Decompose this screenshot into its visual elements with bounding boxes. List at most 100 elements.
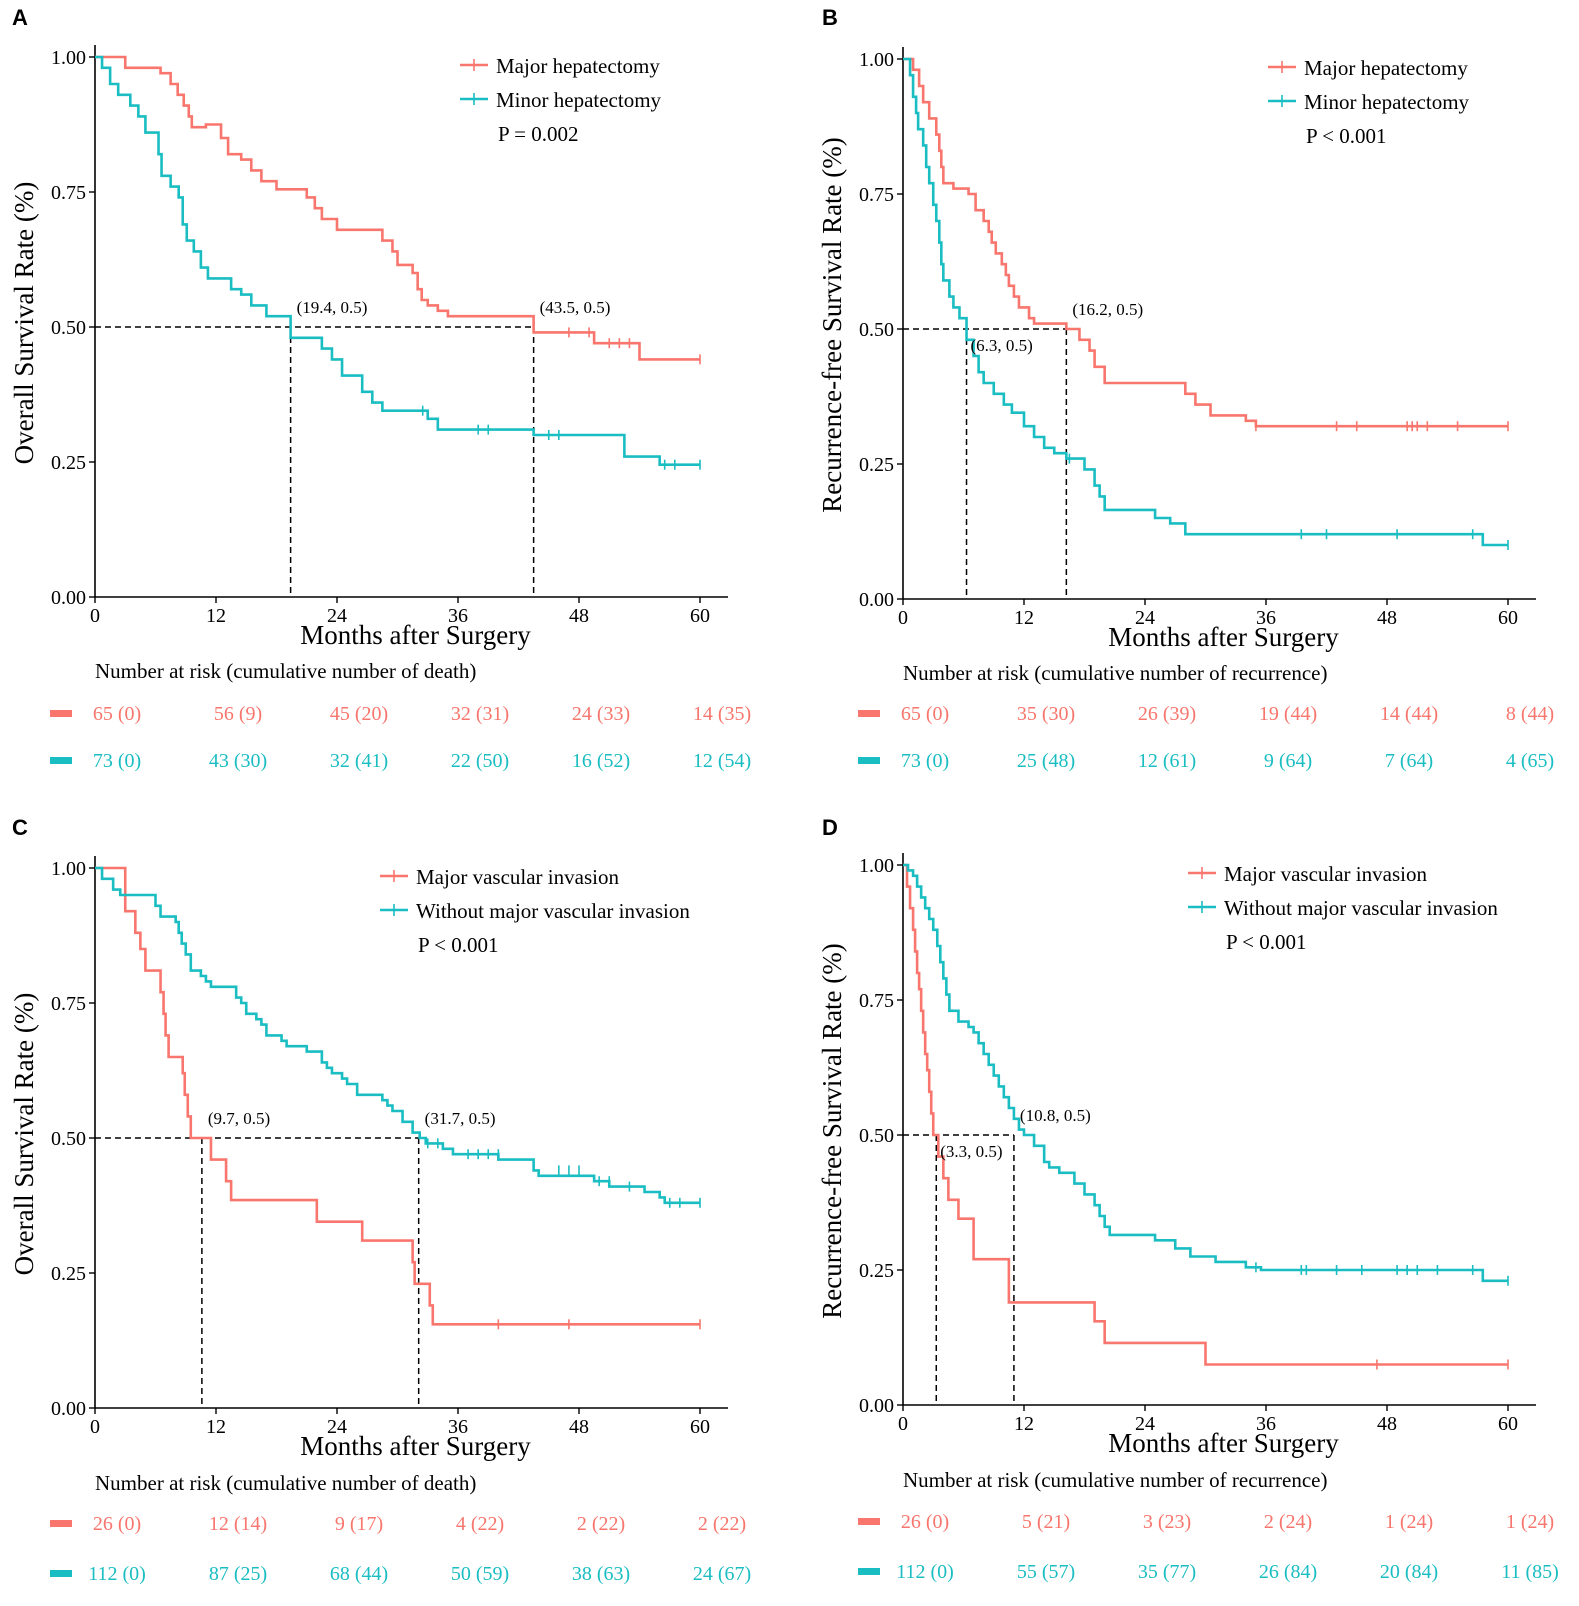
y-tick-label: 0.50 [859, 319, 894, 341]
survival-curve-1 [903, 863, 1508, 1366]
risk-value: 2 (22) [698, 1513, 746, 1535]
risk-value: 68 (44) [330, 1563, 388, 1585]
risk-value: 14 (35) [693, 703, 751, 725]
y-tick-label: 0.25 [859, 1260, 894, 1282]
risk-value: 32 (31) [451, 703, 509, 725]
risk-value: 26 (0) [901, 1511, 949, 1533]
risk-value: 26 (39) [1138, 703, 1196, 725]
panel-letter: A [12, 5, 28, 30]
risk-value: 73 (0) [93, 750, 141, 772]
x-tick-label: 0 [898, 1413, 908, 1435]
risk-value: 7 (64) [1385, 750, 1433, 772]
risk-value: 55 (57) [1017, 1561, 1075, 1583]
x-tick-label: 24 [1135, 1413, 1155, 1435]
panel-a: A 0.00 0.25 0.50 0.75 1.00 0 12 24 36 48 60 Months a… [9, 5, 751, 772]
risk-value: 35 (77) [1138, 1561, 1196, 1583]
risk-row-swatch [858, 710, 880, 717]
x-tick-label: 12 [1014, 607, 1034, 629]
y-tick-label: 0.75 [859, 184, 894, 206]
y-tick-label: 0.50 [51, 317, 86, 339]
x-axis-label: Months after Surgery [1108, 1428, 1339, 1458]
y-tick-label: 0.00 [859, 1395, 894, 1417]
legend-label: Without major vascular invasion [416, 899, 690, 923]
risk-value: 38 (63) [572, 1563, 630, 1585]
risk-value: 14 (44) [1380, 703, 1438, 725]
survival-curve-1 [903, 57, 1508, 428]
risk-table-title: Number at risk (cumulative number of dea… [95, 1471, 476, 1495]
x-tick-label: 48 [1377, 1413, 1397, 1435]
risk-value: 19 (44) [1259, 703, 1317, 725]
x-tick-label: 36 [1256, 607, 1276, 629]
risk-value: 26 (84) [1259, 1561, 1317, 1583]
panel-b: B 0.00 0.25 0.50 0.75 1.00 0 12 24 36 48 60 Months a… [817, 5, 1554, 772]
x-tick-label: 0 [898, 607, 908, 629]
risk-value: 5 (21) [1022, 1511, 1070, 1533]
legend-label: Major hepatectomy [1304, 56, 1468, 80]
y-tick-label: 0.75 [51, 182, 86, 204]
legend-label: Major hepatectomy [496, 54, 660, 78]
x-axis-label: Months after Surgery [300, 620, 531, 650]
legend-label: Minor hepatectomy [1304, 90, 1470, 114]
panel-d: D 0.00 0.25 0.50 0.75 1.00 0 12 24 36 48 60 Months a… [817, 815, 1559, 1583]
risk-value: 8 (44) [1506, 703, 1554, 725]
risk-value: 56 (9) [214, 703, 262, 725]
risk-value: 9 (17) [335, 1513, 383, 1535]
legend-label: Minor hepatectomy [496, 88, 662, 112]
risk-value: 4 (22) [456, 1513, 504, 1535]
x-tick-label: 48 [569, 605, 589, 627]
risk-value: 112 (0) [896, 1561, 954, 1583]
y-axis-label: Recurrence-free Survival Rate (%) [817, 137, 847, 513]
survival-curve-1 [95, 55, 700, 361]
risk-value: 1 (24) [1506, 1511, 1554, 1533]
x-tick-label: 12 [1014, 1413, 1034, 1435]
risk-table-title: Number at risk (cumulative number of rec… [903, 661, 1327, 685]
survival-curve-2 [95, 55, 700, 466]
risk-row-swatch [50, 757, 72, 764]
panel-letter: D [822, 815, 838, 840]
x-tick-label: 60 [1498, 1413, 1518, 1435]
panel-c: C 0.00 0.25 0.50 0.75 1.00 0 12 24 36 48 60 Months a… [9, 815, 751, 1585]
risk-value: 12 (61) [1138, 750, 1196, 772]
risk-value: 24 (33) [572, 703, 630, 725]
risk-value: 26 (0) [93, 1513, 141, 1535]
x-tick-label: 0 [90, 1416, 100, 1438]
x-tick-label: 0 [90, 605, 100, 627]
legend-label: Major vascular invasion [416, 865, 619, 889]
median-label: (9.7, 0.5) [208, 1109, 270, 1128]
risk-value: 1 (24) [1385, 1511, 1433, 1533]
panel-letter: C [12, 815, 28, 840]
x-tick-label: 24 [327, 1416, 347, 1438]
y-tick-label: 1.00 [859, 49, 894, 71]
y-tick-label: 0.00 [51, 587, 86, 609]
x-tick-label: 36 [1256, 1413, 1276, 1435]
legend-label: Major vascular invasion [1224, 862, 1427, 886]
risk-value: 12 (14) [209, 1513, 267, 1535]
y-tick-label: 0.25 [51, 452, 86, 474]
risk-value: 16 (52) [572, 750, 630, 772]
p-value: P = 0.002 [498, 122, 579, 146]
p-value: P < 0.001 [1306, 124, 1387, 148]
y-tick-label: 1.00 [51, 47, 86, 69]
risk-row-swatch [858, 757, 880, 764]
x-tick-label: 12 [206, 1416, 226, 1438]
risk-table-title: Number at risk (cumulative number of dea… [95, 659, 476, 683]
x-tick-label: 36 [448, 605, 468, 627]
risk-value: 87 (25) [209, 1563, 267, 1585]
risk-value: 73 (0) [901, 750, 949, 772]
y-axis-label: Overall Survival Rate (%) [9, 993, 39, 1276]
x-axis-label: Months after Surgery [300, 1431, 531, 1461]
y-tick-label: 0.50 [51, 1128, 86, 1150]
median-label: (3.3, 0.5) [940, 1142, 1002, 1161]
y-tick-label: 0.50 [859, 1125, 894, 1147]
median-label: (10.8, 0.5) [1020, 1106, 1091, 1125]
survival-curve-1 [95, 866, 700, 1326]
x-tick-label: 12 [206, 605, 226, 627]
y-axis-label: Overall Survival Rate (%) [9, 182, 39, 465]
risk-value: 24 (67) [693, 1563, 751, 1585]
x-tick-label: 24 [327, 605, 347, 627]
y-axis-label: Recurrence-free Survival Rate (%) [817, 943, 847, 1319]
risk-row-swatch [50, 710, 72, 717]
median-label: (31.7, 0.5) [425, 1109, 496, 1128]
risk-value: 11 (85) [1501, 1561, 1559, 1583]
